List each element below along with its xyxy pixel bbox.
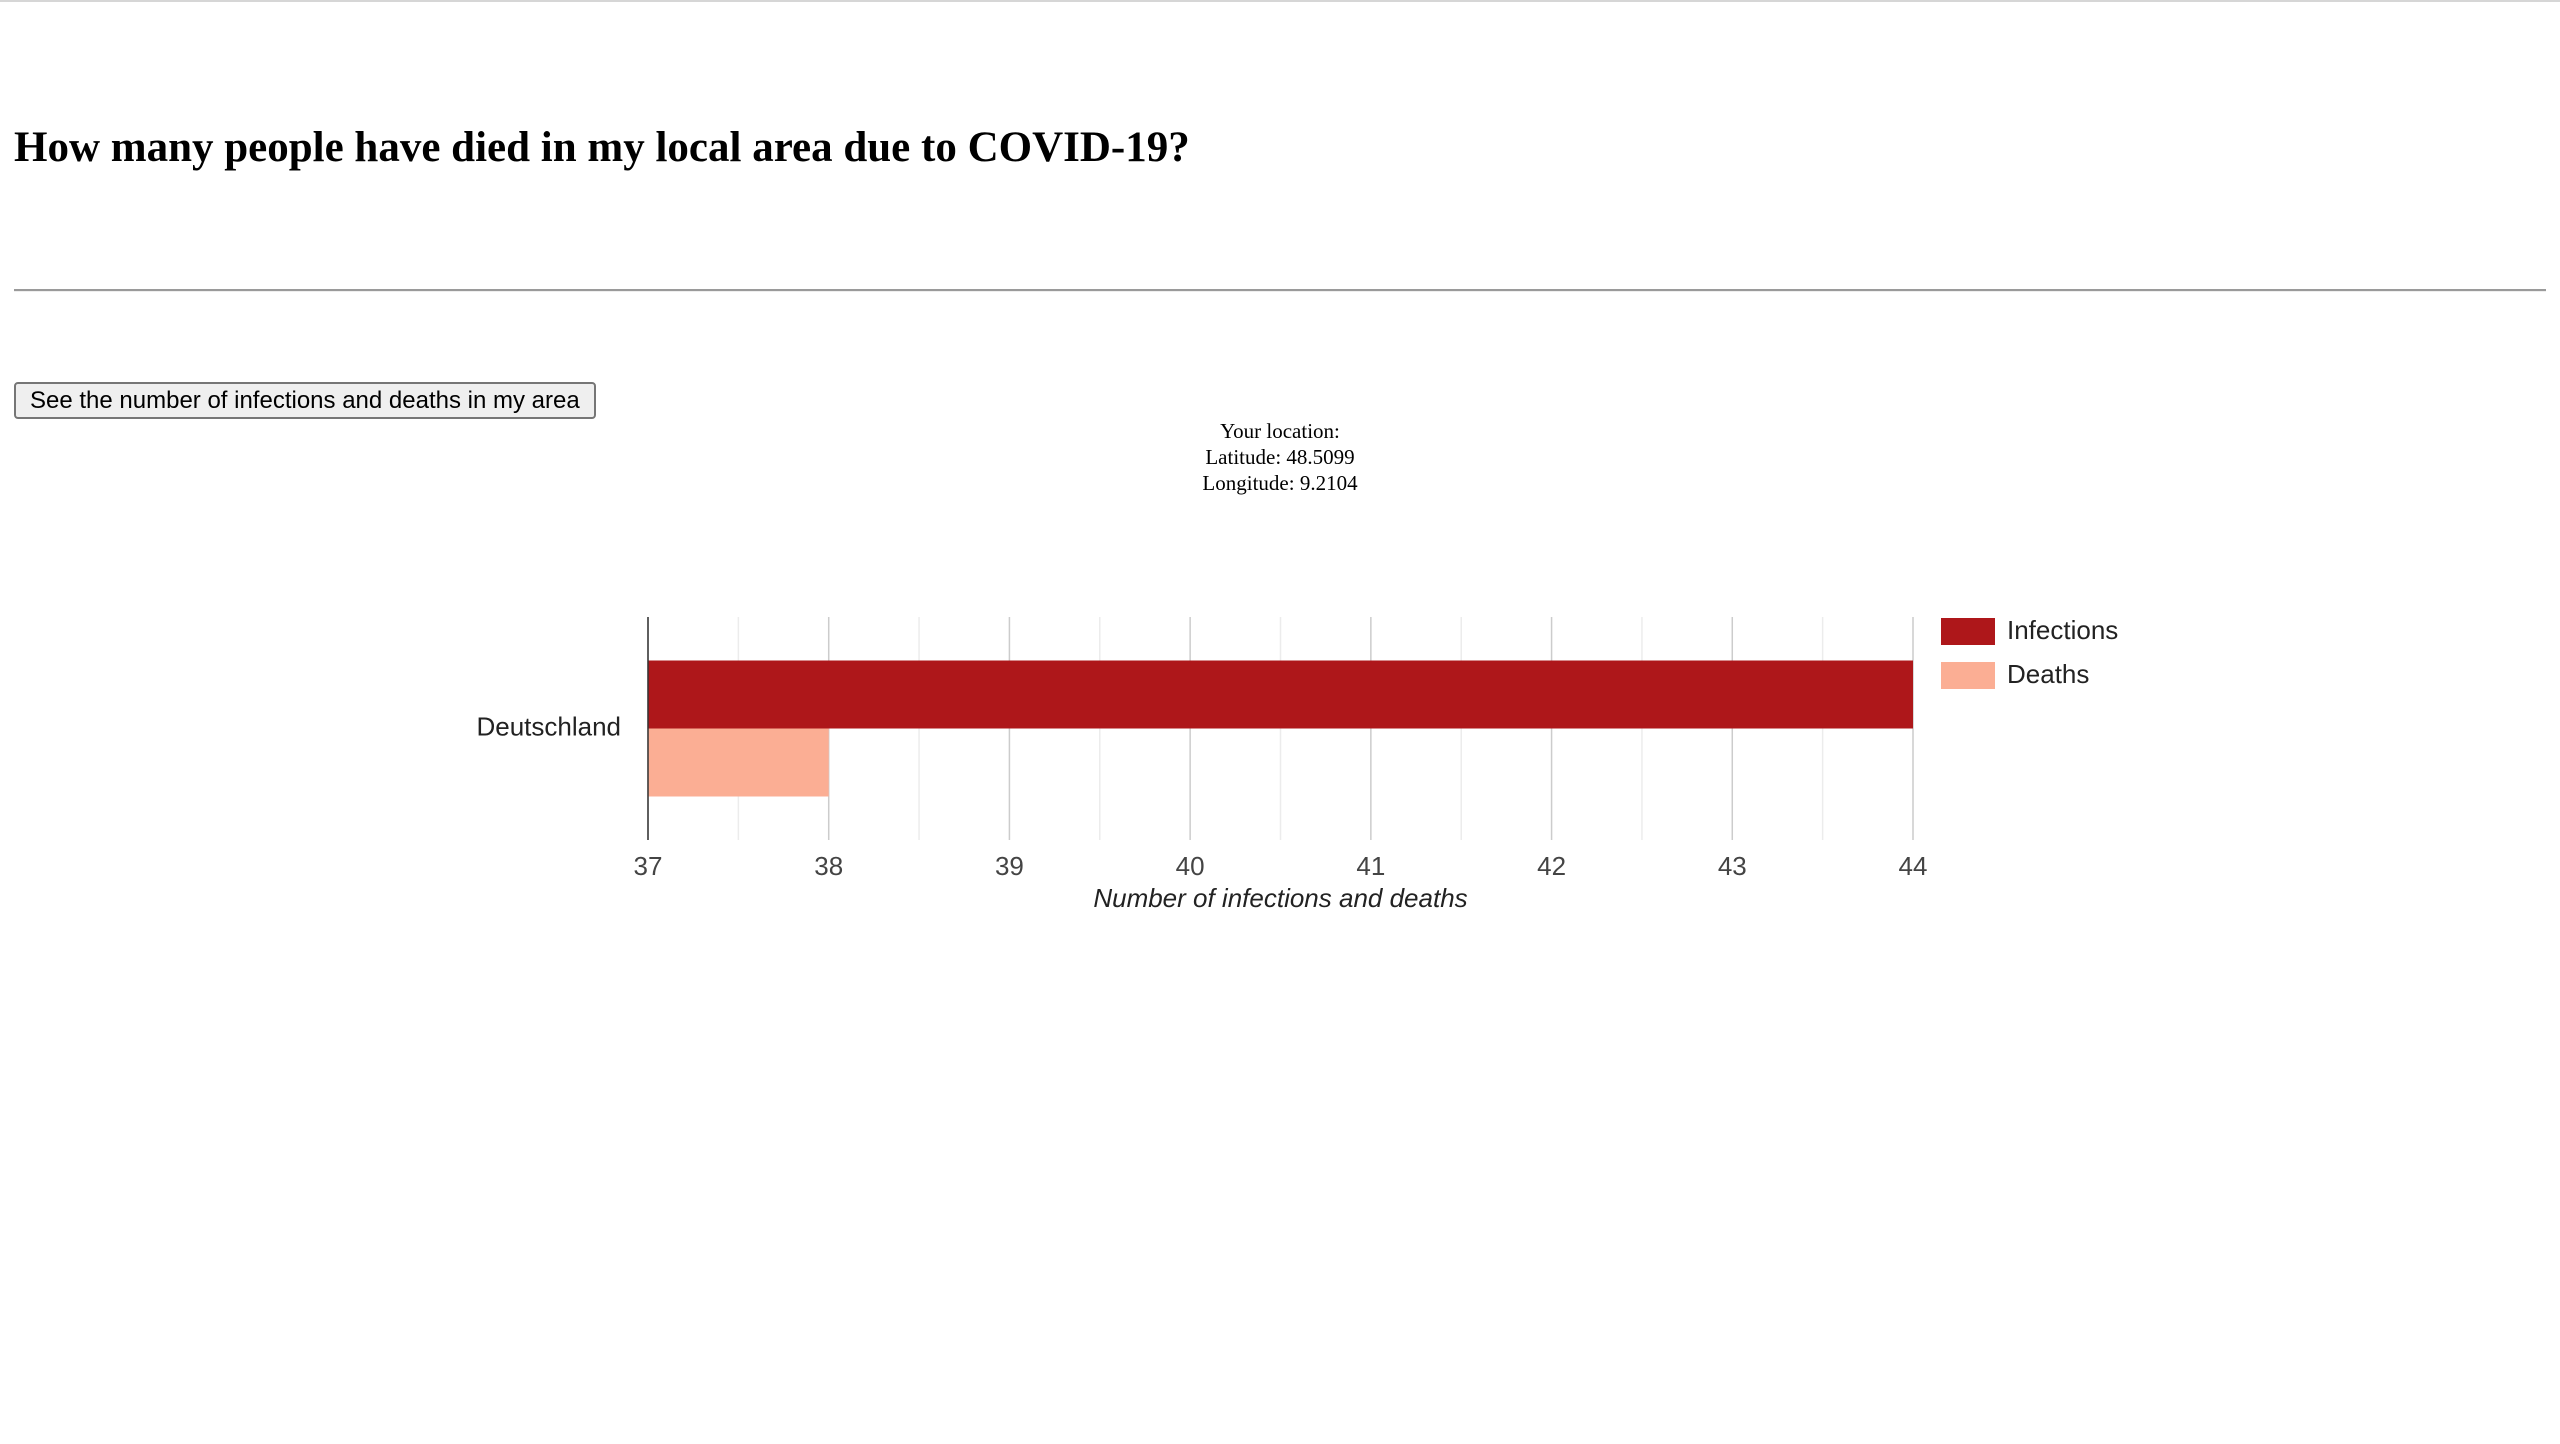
x-tick-label: 41 bbox=[1356, 851, 1385, 881]
x-tick-label: 42 bbox=[1537, 851, 1566, 881]
page-title: How many people have died in my local ar… bbox=[14, 124, 1190, 171]
x-tick-label: 39 bbox=[995, 851, 1024, 881]
location-info: Your location: Latitude: 48.5099 Longitu… bbox=[1080, 418, 1480, 496]
category-label: Deutschland bbox=[476, 711, 621, 741]
x-tick-label: 37 bbox=[634, 851, 663, 881]
legend-swatch-infections bbox=[1941, 618, 1995, 645]
x-tick-label: 38 bbox=[814, 851, 843, 881]
x-tick-label: 43 bbox=[1718, 851, 1747, 881]
bar-deaths-deutschland bbox=[648, 728, 829, 797]
top-border bbox=[0, 0, 2560, 2]
longitude-text: Longitude: 9.2104 bbox=[1202, 471, 1358, 495]
x-tick-label: 44 bbox=[1899, 851, 1928, 881]
show-infections-button[interactable]: See the number of infections and deaths … bbox=[14, 382, 596, 419]
latitude-text: Latitude: 48.5099 bbox=[1205, 445, 1355, 469]
horizontal-rule bbox=[14, 289, 2546, 292]
legend-label-deaths: Deaths bbox=[2007, 659, 2089, 689]
location-title: Your location: bbox=[1220, 419, 1340, 443]
legend-label-infections: Infections bbox=[2007, 615, 2118, 645]
x-axis-title: Number of infections and deaths bbox=[1093, 883, 1467, 913]
x-tick-label: 40 bbox=[1176, 851, 1205, 881]
legend-swatch-deaths bbox=[1941, 662, 1995, 689]
bar-chart: Deutschland 37 38 39 40 41 42 43 44 Number of inf… bbox=[476, 615, 2118, 913]
bar-infections-deutschland bbox=[648, 660, 1913, 729]
